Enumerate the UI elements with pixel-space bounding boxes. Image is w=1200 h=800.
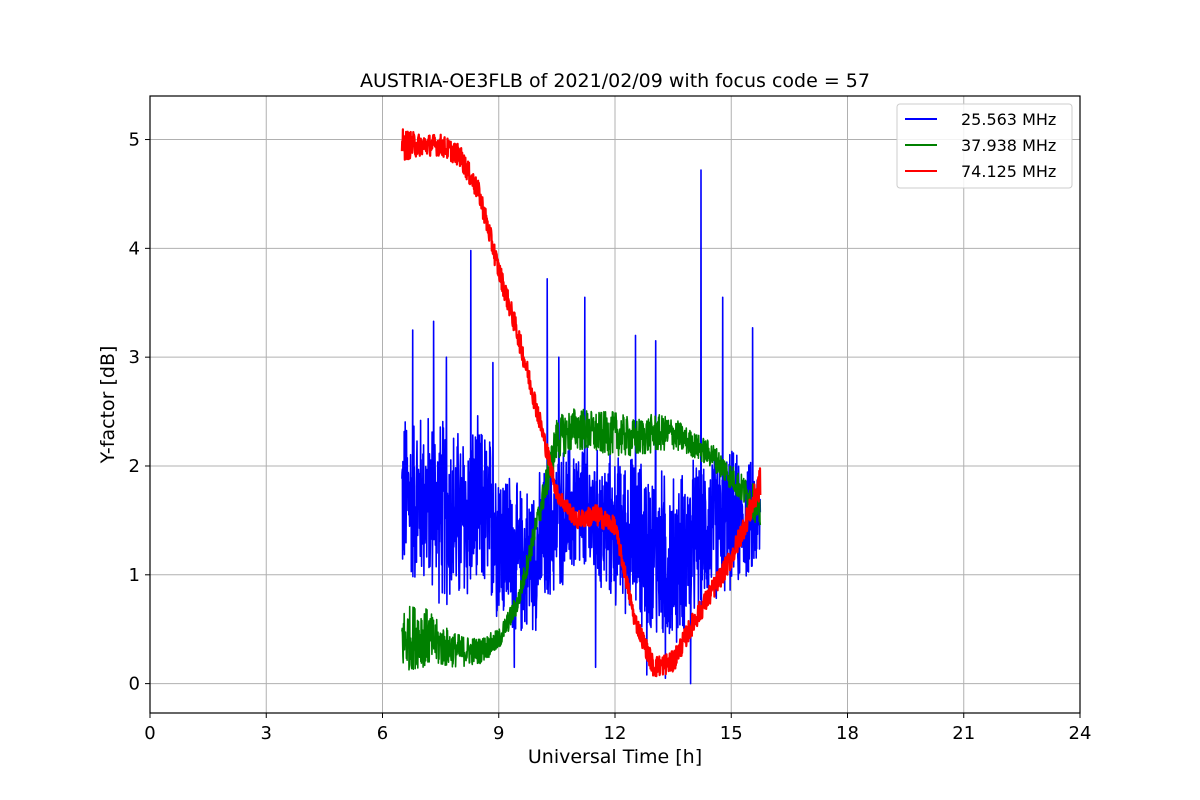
y-tick-label: 3 (129, 347, 140, 368)
legend-label: 25.563 MHz (961, 110, 1056, 129)
x-tick-label: 18 (836, 723, 859, 744)
chart-legend: 25.563 MHz 37.938 MHz 74.125 MHz (896, 103, 1073, 189)
x-tick-label: 24 (1069, 723, 1092, 744)
y-tick-label: 5 (129, 130, 140, 151)
y-tick-label: 1 (129, 565, 140, 586)
x-tick-label: 9 (493, 723, 504, 744)
series-line-3 (400, 128, 762, 678)
series-lines (400, 128, 762, 685)
y-tick-label: 0 (129, 674, 140, 695)
series-line-2 (401, 408, 762, 671)
x-tick-label: 21 (952, 723, 975, 744)
y-tick-label: 4 (129, 238, 140, 259)
legend-label: 74.125 MHz (961, 162, 1056, 181)
legend-label: 37.938 MHz (961, 136, 1056, 155)
series-line-1 (401, 169, 762, 685)
x-tick-label: 12 (604, 723, 627, 744)
x-tick-label: 0 (144, 723, 155, 744)
x-tick-label: 6 (377, 723, 388, 744)
x-tick-label: 3 (261, 723, 272, 744)
chart-title: AUSTRIA-OE3FLB of 2021/02/09 with focus … (360, 70, 870, 92)
x-axis-label: Universal Time [h] (528, 746, 702, 768)
y-axis-label: Y-factor [dB] (97, 346, 119, 465)
x-tick-label: 15 (720, 723, 743, 744)
y-tick-label: 2 (129, 456, 140, 477)
legend-box (896, 103, 1073, 189)
